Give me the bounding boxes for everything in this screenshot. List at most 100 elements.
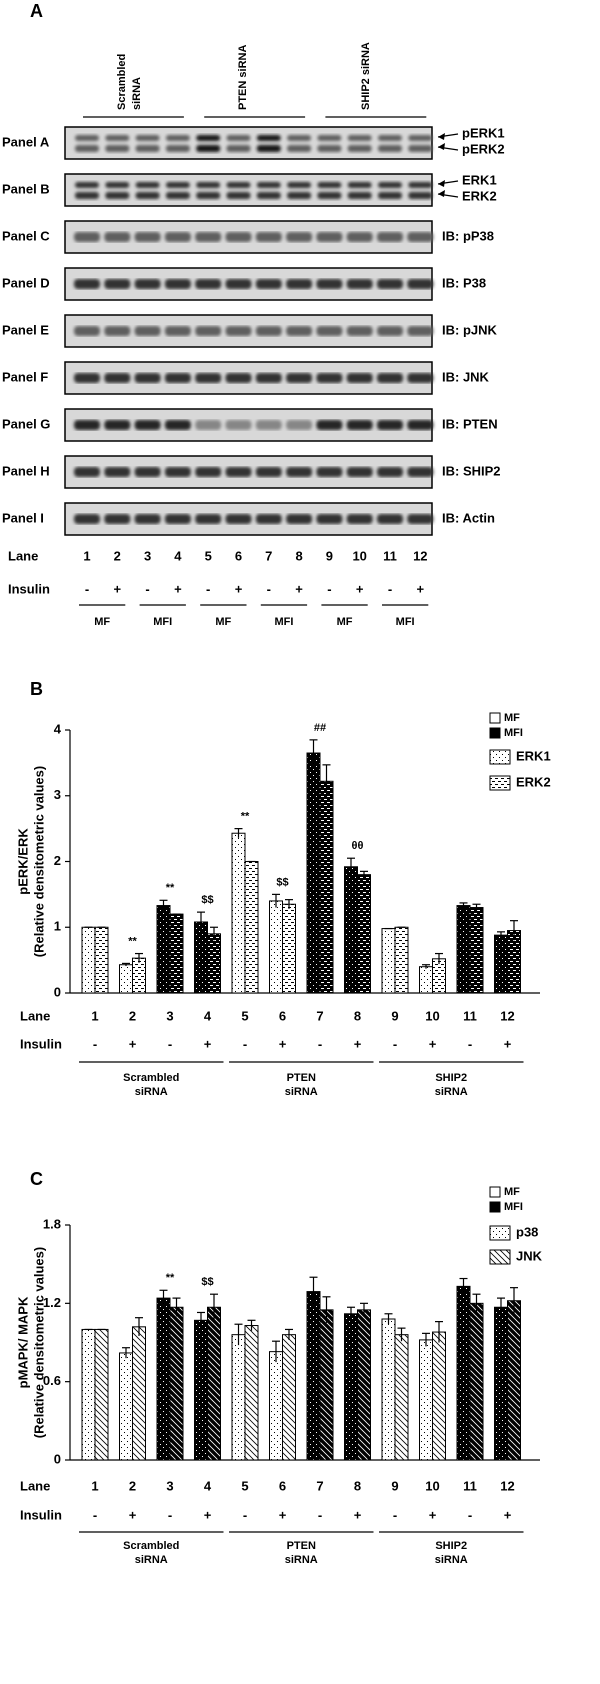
blot-band bbox=[195, 373, 222, 383]
panel-letter: A bbox=[30, 1, 43, 21]
lane-label: 4 bbox=[204, 1008, 212, 1023]
insulin-label: + bbox=[174, 581, 182, 596]
bar bbox=[156, 1297, 171, 1461]
blot-band bbox=[164, 326, 191, 336]
lane-label: 2 bbox=[114, 548, 121, 563]
bar bbox=[169, 1306, 184, 1461]
insulin-label: + bbox=[279, 1507, 287, 1522]
blot-band bbox=[104, 514, 131, 524]
blot-label: IB: P38 bbox=[442, 275, 486, 290]
blot-panel-name: Panel C bbox=[2, 228, 50, 243]
blot-band bbox=[407, 467, 434, 477]
significance-label: ## bbox=[314, 722, 326, 734]
blot-band bbox=[407, 373, 434, 383]
treatment-label: MF bbox=[337, 616, 353, 628]
insulin-label: + bbox=[204, 1036, 212, 1051]
insulin-label: + bbox=[295, 581, 303, 596]
insulin-label: + bbox=[429, 1036, 437, 1051]
blot-band bbox=[255, 279, 282, 289]
blot-band bbox=[346, 420, 373, 430]
y-tick-label: 4 bbox=[54, 721, 62, 736]
blot-band bbox=[316, 514, 343, 524]
blot-label: ERK2 bbox=[462, 188, 497, 203]
bar bbox=[344, 866, 358, 994]
insulin-label: - bbox=[327, 581, 331, 596]
blot-band bbox=[226, 135, 251, 141]
blot-band bbox=[75, 145, 99, 152]
blot-band bbox=[134, 279, 161, 289]
insulin-label: - bbox=[243, 1036, 247, 1051]
bar bbox=[119, 964, 133, 994]
blot-band bbox=[225, 467, 252, 477]
blot-band bbox=[105, 182, 130, 188]
blot-band bbox=[165, 135, 190, 141]
blot-panel-name: Panel B bbox=[2, 181, 50, 196]
lane-label: 10 bbox=[425, 1478, 439, 1493]
blot-band bbox=[407, 326, 434, 336]
insulin-label: + bbox=[129, 1036, 137, 1051]
bar bbox=[494, 1306, 508, 1461]
blot-band bbox=[378, 135, 402, 141]
blot-band bbox=[104, 467, 131, 477]
bar bbox=[119, 1352, 133, 1461]
blot-band bbox=[286, 467, 313, 477]
significance-label: ** bbox=[166, 882, 175, 894]
bar bbox=[269, 900, 283, 994]
blot-band bbox=[105, 192, 130, 199]
y-tick-label: 3 bbox=[54, 787, 61, 802]
legend-swatch bbox=[489, 775, 511, 791]
blot-band bbox=[287, 145, 312, 152]
bar bbox=[207, 933, 221, 994]
blot-band bbox=[317, 135, 342, 141]
group-label: siRNA bbox=[435, 1554, 468, 1566]
bar bbox=[469, 1302, 484, 1461]
blot-band bbox=[74, 373, 100, 383]
lane-label: 6 bbox=[279, 1478, 286, 1493]
blot-band bbox=[408, 192, 433, 199]
lane-label: 7 bbox=[316, 1008, 323, 1023]
blot-band bbox=[226, 145, 251, 152]
lane-label: 2 bbox=[129, 1008, 136, 1023]
lane-label: 1 bbox=[91, 1008, 98, 1023]
blot-band bbox=[346, 514, 373, 524]
lane-label: 4 bbox=[204, 1478, 212, 1493]
blot-label: IB: SHIP2 bbox=[442, 463, 501, 478]
row-label: Lane bbox=[8, 548, 38, 563]
lane-label: 5 bbox=[241, 1478, 248, 1493]
bar bbox=[456, 905, 471, 994]
legend-label: ERK2 bbox=[516, 774, 551, 789]
y-axis-label: pMAPK/ MAPK bbox=[15, 1296, 30, 1388]
insulin-label: - bbox=[93, 1036, 97, 1051]
panel-letter: C bbox=[30, 1169, 43, 1189]
bar bbox=[319, 780, 334, 994]
blot-panel-name: Panel E bbox=[2, 322, 49, 337]
blot-band bbox=[286, 279, 313, 289]
blot-panel-name: Panel G bbox=[2, 416, 50, 431]
blot-band bbox=[347, 192, 372, 199]
blot-panel-name: Panel A bbox=[2, 134, 50, 149]
legend-label: MF bbox=[504, 712, 520, 724]
blot-band bbox=[377, 232, 403, 242]
blot-band bbox=[134, 420, 161, 430]
blot-band bbox=[74, 232, 100, 242]
legend-label: ERK1 bbox=[516, 748, 551, 763]
insulin-label: + bbox=[235, 581, 243, 596]
lane-label: 1 bbox=[83, 548, 90, 563]
blot-band bbox=[378, 145, 402, 152]
blot-label: IB: pP38 bbox=[442, 228, 494, 243]
blot-band bbox=[408, 135, 433, 141]
lane-label: 8 bbox=[354, 1008, 361, 1023]
blot-background bbox=[64, 126, 433, 160]
blot-band bbox=[195, 514, 222, 524]
y-axis-label: (Relative densitometric values) bbox=[31, 766, 46, 957]
blot-band bbox=[226, 192, 251, 199]
group-label: SHIP2 bbox=[435, 1540, 467, 1552]
blot-band bbox=[196, 135, 221, 141]
lane-label: 10 bbox=[425, 1008, 439, 1023]
blot-bands bbox=[75, 135, 433, 152]
row-label: Insulin bbox=[8, 581, 50, 596]
blot-band bbox=[286, 373, 313, 383]
blot-panel-name: Panel H bbox=[2, 463, 50, 478]
treatment-label: MF bbox=[215, 616, 231, 628]
blot-band bbox=[74, 420, 100, 430]
